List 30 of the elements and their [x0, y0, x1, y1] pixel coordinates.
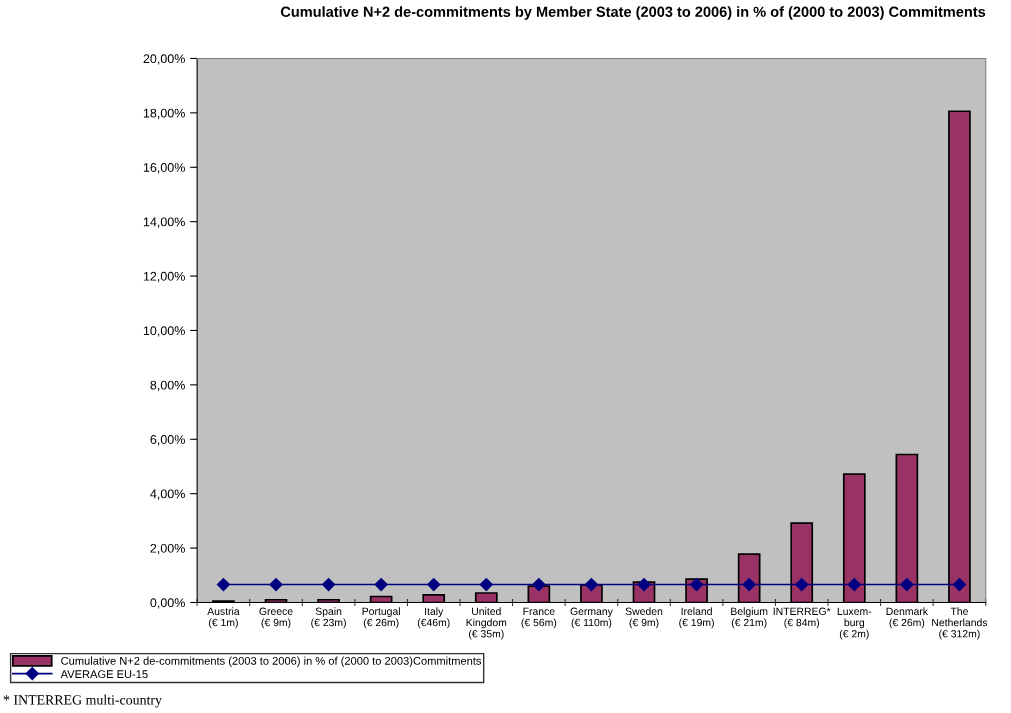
- x-tick-label: Portugal (€ 26m): [362, 607, 400, 629]
- x-tick-label: United Kingdom (€ 35m): [466, 607, 507, 640]
- y-tick-label: 10,00%: [143, 326, 185, 337]
- legend-label: AVERAGE EU-15: [60, 670, 148, 679]
- x-tick-label: France (€ 56m): [521, 607, 557, 629]
- y-tick-label: 0,00%: [150, 598, 185, 609]
- x-tick-label: Luxem- burg (€ 2m): [837, 607, 872, 640]
- x-tick-label: Austria (€ 1m): [207, 607, 240, 629]
- y-tick-label: 6,00%: [150, 435, 185, 446]
- x-tick-label: The Netherlands (€ 312m): [932, 607, 988, 640]
- chart-title: Cumulative N+2 de-commitments by Member State (2003 to 2006) in % of (2000 to 2003) Commitments: [280, 6, 986, 20]
- y-tick-label: 2,00%: [150, 543, 185, 555]
- x-tick-label: Italy (€46m): [417, 607, 450, 629]
- x-tick-label: Sweden (€ 9m): [625, 607, 663, 629]
- y-tick-label: 4,00%: [150, 489, 185, 500]
- legend-label: Cumulative N+2 de-commitments (2003 to 2006) in % of (2000 to 2003)Commitments: [61, 656, 482, 667]
- y-tick-label: 12,00%: [143, 271, 185, 283]
- x-tick-label: Denmark (€ 26m): [886, 607, 929, 629]
- x-tick-label: Greece (€ 9m): [259, 607, 293, 629]
- y-tick-label: 18,00%: [143, 108, 185, 119]
- x-tick-label: Ireland (€ 19m): [679, 607, 714, 629]
- y-tick-label: 14,00%: [143, 217, 185, 228]
- x-tick-label: INTERREG* (€ 84m): [773, 607, 831, 629]
- x-tick-label: Germany (€ 110m): [570, 607, 613, 629]
- y-tick-label: 8,00%: [150, 380, 185, 392]
- y-tick-label: 20,00%: [143, 54, 185, 65]
- x-tick-label: Belgium (€ 21m): [731, 607, 768, 629]
- y-tick-label: 16,00%: [143, 163, 185, 174]
- text: * INTERREG multi-country: [3, 694, 162, 708]
- x-tick-label: Spain (€ 23m): [311, 607, 346, 629]
